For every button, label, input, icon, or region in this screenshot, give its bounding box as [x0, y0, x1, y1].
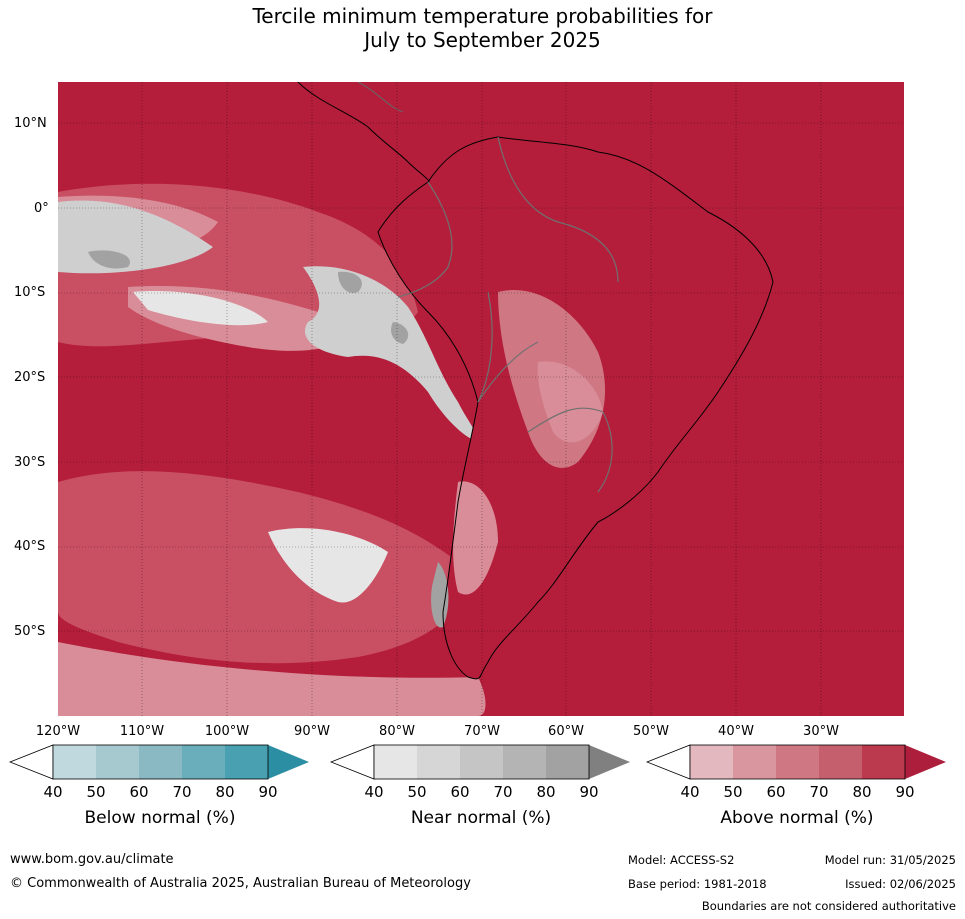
colorbar-above — [646, 744, 946, 780]
colorbar-above-upper-cap — [905, 745, 946, 779]
lat-label-40s: 40°S — [14, 539, 46, 554]
issued-text: Issued: 02/06/2025 — [845, 877, 956, 891]
colorbar-above-lower-cap — [646, 744, 691, 780]
map-title: Tercile minimum temperature probabilitie… — [0, 4, 965, 52]
near-normal-dark-3 — [391, 322, 409, 344]
colorbar-below-upper-cap — [268, 745, 309, 779]
graticule — [58, 82, 904, 716]
below-tick-70: 70 — [172, 783, 192, 801]
near-normal-patch-south — [268, 528, 388, 603]
lon-label-70w: 70°W — [464, 724, 500, 739]
near-normal-patch-2 — [133, 291, 268, 326]
lon-label-30w: 30°W — [803, 724, 839, 739]
pacific-band-south — [58, 471, 464, 664]
swatch-near-40 — [374, 745, 417, 779]
near-normal-coastal — [303, 266, 478, 442]
country-borders — [397, 136, 619, 493]
colorbar-below-lower-cap — [9, 744, 54, 780]
near-tick-80: 80 — [536, 783, 556, 801]
lon-label-110w: 110°W — [119, 724, 165, 739]
swatch-below-80 — [225, 745, 268, 779]
swatch-above-40 — [690, 745, 733, 779]
swatch-above-70 — [819, 745, 862, 779]
patagonia-light — [453, 481, 498, 595]
coastline — [377, 136, 774, 680]
lon-label-50w: 50°W — [633, 724, 669, 739]
colorbar-near-upper-cap — [589, 745, 630, 779]
colorbar-near — [330, 744, 630, 780]
colorbar-near-swatches — [374, 745, 589, 779]
below-tick-40: 40 — [43, 783, 63, 801]
title-line-1: Tercile minimum temperature probabilitie… — [252, 4, 713, 28]
below-tick-80: 80 — [215, 783, 235, 801]
interior-above-light — [537, 361, 603, 443]
andes-south-grey — [431, 562, 449, 628]
near-tick-40: 40 — [364, 783, 384, 801]
lat-label-0: 0° — [34, 201, 49, 216]
lon-label-40w: 40°W — [718, 724, 754, 739]
lon-label-60w: 60°W — [548, 724, 584, 739]
near-tick-70: 70 — [493, 783, 513, 801]
swatch-above-50 — [733, 745, 776, 779]
probability-map — [58, 82, 904, 716]
near-normal-title: Near normal (%) — [410, 808, 552, 828]
above-tick-50: 50 — [723, 783, 743, 801]
below-tick-50: 50 — [86, 783, 106, 801]
swatch-near-70 — [503, 745, 546, 779]
colorbar-below — [9, 744, 309, 780]
colorbar-below-frame — [52, 744, 269, 780]
above-normal-title: Above normal (%) — [720, 808, 874, 828]
copyright-text: © Commonwealth of Australia 2025, Austra… — [10, 876, 471, 891]
swatch-above-80 — [862, 745, 905, 779]
above-tick-70: 70 — [809, 783, 829, 801]
title-line-2: July to September 2025 — [364, 28, 601, 52]
model-run-text: Model run: 31/05/2025 — [824, 853, 956, 867]
below-tick-60: 60 — [129, 783, 149, 801]
swatch-below-50 — [96, 745, 139, 779]
near-normal-dark-1 — [88, 250, 130, 269]
lat-label-50s: 50°S — [14, 624, 46, 639]
colorbar-near-lower-cap — [330, 744, 375, 780]
near-tick-60: 60 — [450, 783, 470, 801]
base-period-text: Base period: 1981-2018 — [628, 877, 767, 891]
lon-label-120w: 120°W — [35, 724, 81, 739]
swatch-near-80 — [546, 745, 589, 779]
colorbar-near-frame — [373, 744, 590, 780]
colorbar-above-frame — [689, 744, 906, 780]
below-tick-90: 90 — [258, 783, 278, 801]
swatch-above-60 — [776, 745, 819, 779]
bom-url-link[interactable]: www.bom.gov.au/climate — [10, 852, 174, 867]
above-tick-40: 40 — [680, 783, 700, 801]
lat-label-10s: 10°S — [14, 285, 46, 300]
above-tick-60: 60 — [766, 783, 786, 801]
colorbar-above-swatches — [690, 745, 905, 779]
lon-label-90w: 90°W — [294, 724, 330, 739]
swatch-below-40 — [53, 745, 96, 779]
swatch-near-60 — [460, 745, 503, 779]
map-svg — [58, 82, 904, 716]
swatch-near-50 — [417, 745, 460, 779]
lon-label-100w: 100°W — [204, 724, 250, 739]
southern-edge-band — [58, 642, 486, 716]
swatch-below-70 — [182, 745, 225, 779]
above-tick-80: 80 — [852, 783, 872, 801]
near-tick-90: 90 — [579, 783, 599, 801]
swatch-below-60 — [139, 745, 182, 779]
near-tick-50: 50 — [407, 783, 427, 801]
lat-label-30s: 30°S — [14, 455, 46, 470]
lat-label-10n: 10°N — [14, 116, 47, 131]
above-tick-90: 90 — [895, 783, 915, 801]
lon-label-80w: 80°W — [379, 724, 415, 739]
model-text: Model: ACCESS-S2 — [628, 853, 735, 867]
boundaries-disclaimer: Boundaries are not considered authoritat… — [701, 899, 956, 913]
central-america-border — [357, 82, 404, 113]
lat-label-20s: 20°S — [14, 370, 46, 385]
colorbar-below-swatches — [53, 745, 268, 779]
central-america-coast — [297, 82, 430, 183]
below-normal-title: Below normal (%) — [84, 808, 236, 828]
near-normal-dark-2 — [338, 271, 362, 293]
